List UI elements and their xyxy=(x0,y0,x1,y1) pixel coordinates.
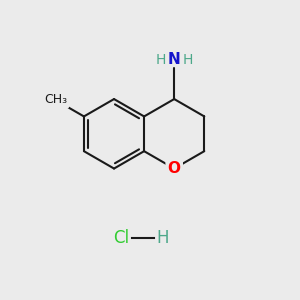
Text: O: O xyxy=(168,161,181,176)
Text: N: N xyxy=(168,52,181,67)
Text: H: H xyxy=(182,52,193,67)
Text: CH₃: CH₃ xyxy=(44,93,67,106)
Text: H: H xyxy=(157,229,169,247)
Text: H: H xyxy=(156,52,166,67)
Text: Cl: Cl xyxy=(113,229,129,247)
